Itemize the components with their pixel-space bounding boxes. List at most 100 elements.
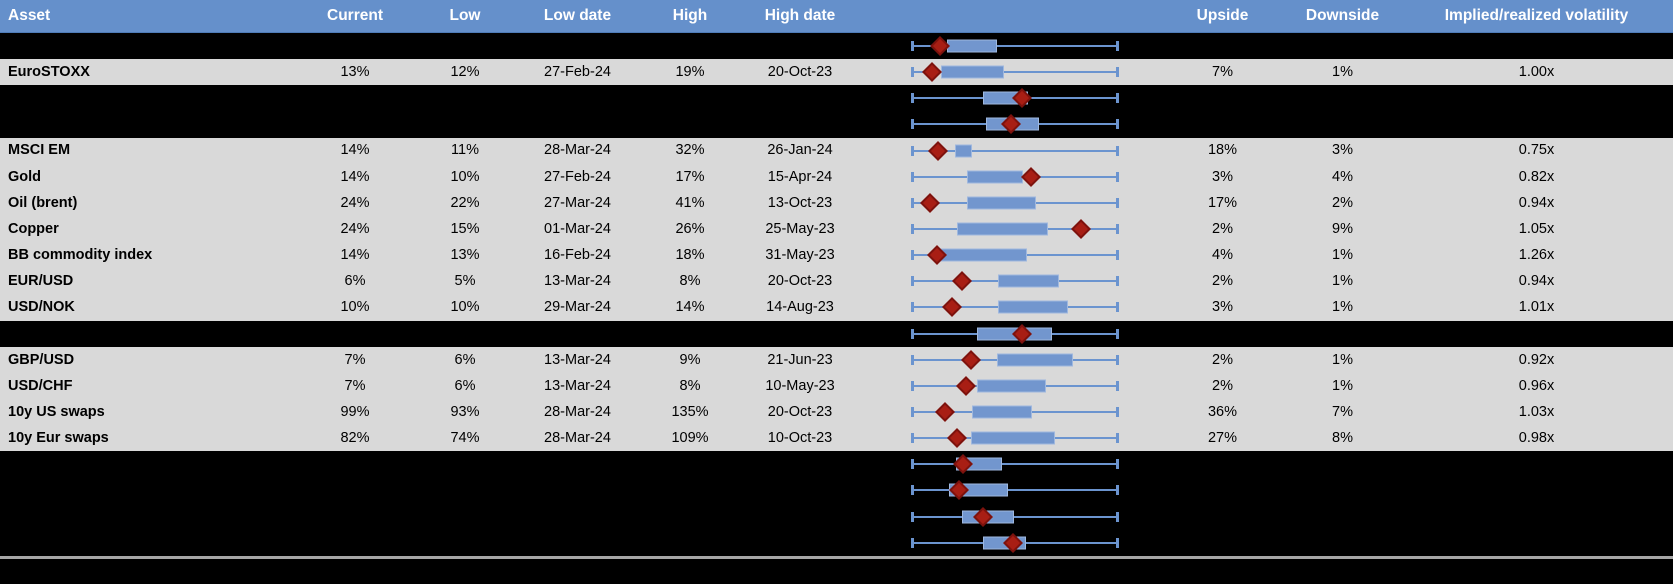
cell-downside: 1% [1332,274,1353,289]
whisker-cap-right [1116,433,1119,444]
cell-downside: 1% [1332,378,1353,394]
whisker-cap-left [911,485,914,496]
whisker-cap-right [1116,67,1119,78]
header-downside: Downside [1305,8,1380,24]
cell-low: 10% [450,169,480,185]
cell-low: 11% [451,143,479,158]
percentile-box [946,39,997,53]
header-high-date: High date [764,8,836,24]
whisker-cap-left [911,224,914,235]
whisker-cap-right [1116,171,1119,182]
table-row: Copper 24% 15% 01-Mar-24 26% 25-May-23 2… [0,215,1673,243]
cell-downside: 3% [1332,143,1353,158]
cell-current: 82% [340,430,370,446]
whisker-cap-left [911,511,914,522]
header-high: High [672,8,708,24]
boxplot [855,425,1160,451]
cell-asset: USD/NOK [8,300,75,315]
cell-high-date: 15-Apr-24 [767,169,833,185]
percentile-box [996,353,1074,367]
cell-low-date: 27-Feb-24 [544,169,611,185]
cell-asset: Copper [8,221,59,237]
table-row [0,477,1673,504]
whisker-line [912,71,1118,74]
table-row [0,320,1673,347]
percentile-box [940,65,1005,79]
cell-low-date: 28-Mar-24 [544,143,611,158]
whisker-cap-left [911,145,914,156]
cell-high-date: 31-May-23 [765,247,835,263]
cell-low: 13% [450,247,480,263]
boxplot [855,373,1160,399]
table-row: Gold 14% 10% 27-Feb-24 17% 15-Apr-24 3% … [0,163,1673,190]
whisker-cap-left [911,407,914,418]
cell-low-date: 13-Mar-24 [544,352,611,367]
percentile-box [966,170,1024,184]
whisker-cap-left [911,433,914,444]
table-row: Oil (brent) 24% 22% 27-Mar-24 41% 13-Oct… [0,189,1673,216]
whisker-cap-left [911,328,914,339]
cell-high: 14% [675,300,705,315]
whisker-line [912,45,1118,48]
whisker-cap-right [1116,224,1119,235]
whisker-cap-right [1116,407,1119,418]
whisker-cap-right [1116,511,1119,522]
boxplot [855,164,1160,190]
whisker-cap-left [911,171,914,182]
cell-asset: Gold [8,169,42,185]
table-row [0,33,1673,60]
cell-current: 14% [340,169,370,185]
table-header: Asset Current Low Low date High High dat… [0,0,1673,33]
cell-asset: 10y Eur swaps [8,430,109,446]
header-low-date: Low date [543,8,612,24]
cell-low-date: 28-Mar-24 [544,430,611,446]
header-vol: Implied/realized volatility [1444,8,1629,24]
header-current: Current [327,8,383,24]
whisker-line [912,149,1118,152]
cell-vol: 1.05x [1518,221,1555,237]
current-marker-diamond-icon [947,428,968,449]
table-row [0,529,1673,556]
boxplot [855,321,1160,347]
cell-vol: 0.92x [1518,352,1555,367]
whisker-cap-left [911,302,914,313]
cell-current: 10% [340,300,370,315]
cell-vol: 0.75x [1518,143,1555,158]
cell-low: 10% [450,300,480,315]
table-row: EUR/USD 6% 5% 13-Mar-24 8% 20-Oct-23 2% … [0,268,1673,295]
cell-upside: 7% [1212,64,1233,80]
cell-vol: 0.94x [1518,195,1555,211]
whisker-cap-right [1116,197,1119,208]
cell-high: 135% [671,404,709,420]
cell-upside: 2% [1212,274,1233,289]
cell-high-date: 14-Aug-23 [766,300,834,315]
cell-low-date: 27-Feb-24 [544,64,611,80]
whisker-cap-right [1116,93,1119,104]
cell-high-date: 25-May-23 [765,221,835,237]
current-marker-diamond-icon [960,349,981,370]
cell-low: 6% [454,352,476,367]
cell-vol: 1.01x [1518,300,1555,315]
cell-high: 19% [675,64,705,80]
whisker-cap-right [1116,250,1119,261]
cell-upside: 2% [1212,352,1233,367]
whisker-cap-left [911,354,914,365]
cell-vol: 0.96x [1518,378,1555,394]
cell-downside: 1% [1332,247,1353,263]
cell-high-date: 20-Oct-23 [767,64,833,80]
table-row: GBP/USD 7% 6% 13-Mar-24 9% 21-Jun-23 2% … [0,346,1673,373]
whisker-cap-right [1116,537,1119,548]
whisker-cap-left [911,119,914,130]
boxplot [855,451,1160,477]
cell-high-date: 10-May-23 [765,378,835,394]
current-marker-diamond-icon [935,402,955,422]
cell-current: 7% [344,352,366,367]
boxplot [855,242,1160,268]
current-marker-diamond-icon [955,375,976,396]
whisker-cap-left [911,197,914,208]
percentile-box [998,274,1060,288]
cell-low-date: 01-Mar-24 [544,221,611,237]
boxplot [855,347,1160,373]
cell-asset: USD/CHF [8,378,73,394]
